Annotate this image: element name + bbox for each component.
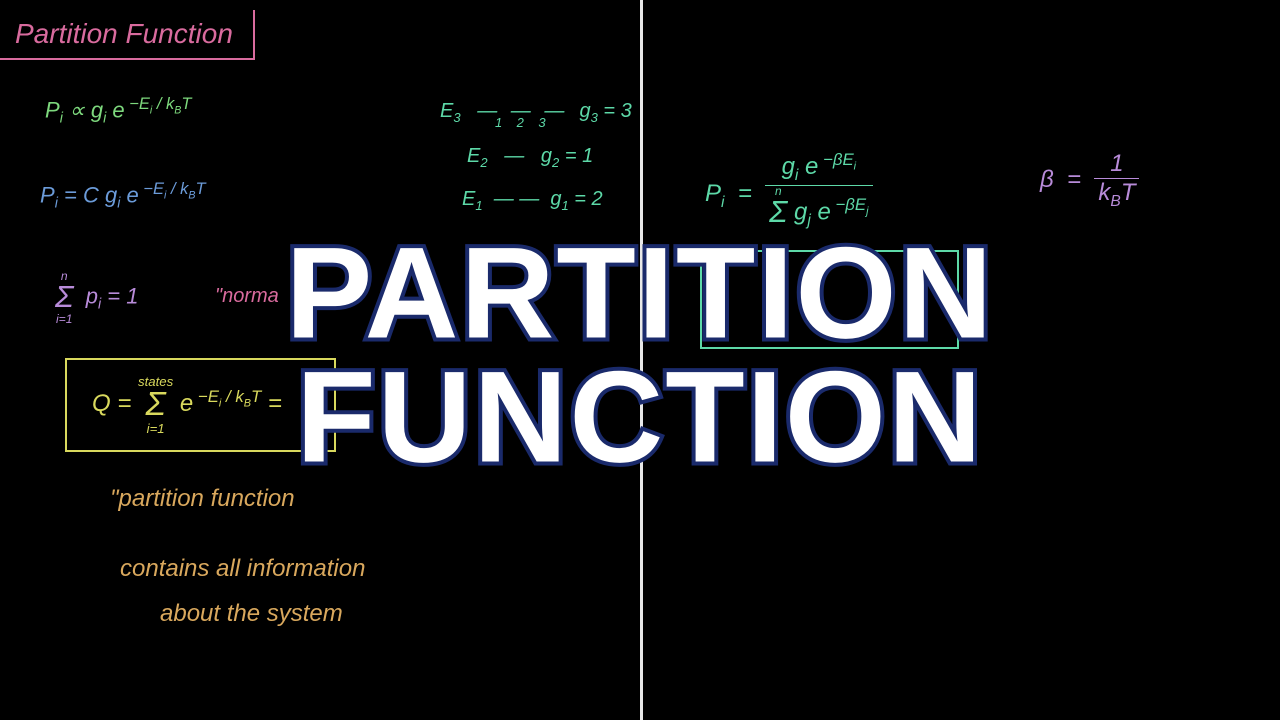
q-equation: Q = states Σ i=1 e −Ei / kBT = Σ [92, 390, 309, 417]
note-line1: contains all information [120, 555, 365, 583]
beta-denom: kBT [1094, 179, 1139, 211]
level-e3-nums: 1 2 3 [495, 115, 546, 130]
overlay-title: PARTITION FUNCTION [286, 232, 995, 479]
overlay-line2: FUNCTION [286, 355, 995, 479]
overlay-line1: PARTITION [286, 232, 995, 356]
eq-beta: β = 1 kBT [1040, 150, 1139, 211]
eq-normalization: n Σ i=1 pi = 1 [55, 270, 138, 325]
pi-numerator: gi e −βEi [765, 150, 872, 186]
title-box: Partition Function [0, 10, 255, 60]
level-e2: E2 — g2 = 1 [467, 145, 593, 170]
eq-proportional: Pi ∝ gi e −Ei / kBT [45, 95, 192, 127]
pf-label: "partition function [110, 485, 295, 513]
eq-constant: Pi = C gi e −Ei / kBT [40, 180, 206, 212]
normalization-note: "norma [215, 285, 279, 308]
title-text: Partition Function [15, 18, 233, 49]
note-line2: about the system [160, 600, 343, 628]
level-e1: E1 — — g1 = 2 [462, 188, 603, 213]
